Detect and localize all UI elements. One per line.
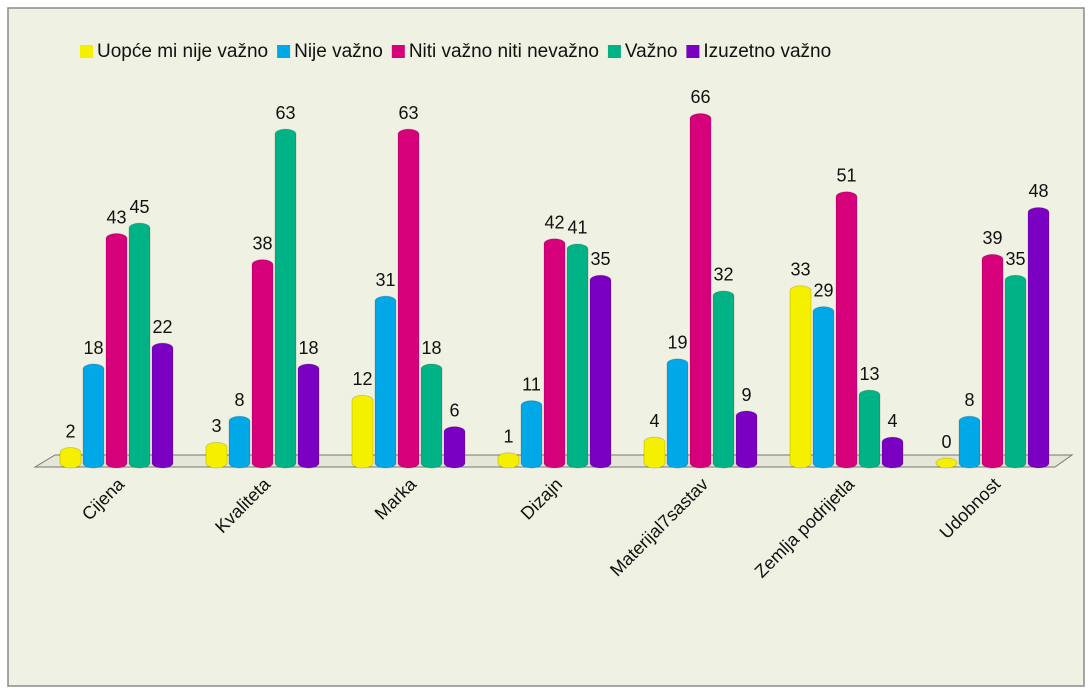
data-label: 4 (887, 411, 897, 431)
bar (981, 253, 1004, 469)
bar (151, 342, 174, 469)
data-label: 35 (1005, 249, 1025, 269)
bar (82, 363, 105, 469)
bar (589, 274, 612, 469)
data-label: 19 (667, 333, 687, 353)
data-label: 3 (211, 416, 221, 436)
bar (251, 259, 274, 469)
data-label: 11 (522, 374, 541, 394)
data-label: 6 (449, 400, 459, 420)
bar (789, 285, 812, 469)
data-label: 18 (83, 338, 103, 358)
data-label: 33 (790, 259, 810, 279)
bar (543, 238, 566, 469)
data-label: 41 (567, 218, 587, 238)
bar (228, 415, 251, 469)
data-label: 63 (275, 103, 295, 123)
data-label: 9 (741, 385, 751, 405)
bar (397, 128, 420, 469)
data-label: 51 (836, 166, 856, 186)
data-label: 0 (941, 432, 951, 452)
data-label: 22 (152, 317, 172, 337)
bar (443, 426, 466, 469)
legend-swatch (607, 45, 621, 58)
data-label: 2 (65, 421, 75, 441)
legend-swatch (277, 45, 291, 58)
bar (1004, 274, 1027, 469)
legend-label: Važno (625, 41, 677, 62)
data-label: 38 (252, 233, 272, 253)
bar (812, 306, 835, 469)
bar (689, 113, 712, 469)
bar (297, 363, 320, 469)
bar (858, 389, 881, 469)
data-label: 4 (649, 411, 659, 431)
bar (666, 358, 689, 469)
legend-label: Niti važno niti nevažno (409, 41, 599, 62)
data-label: 45 (129, 197, 149, 217)
data-label: 35 (590, 249, 610, 269)
data-label: 63 (398, 103, 418, 123)
legend-label: Izuzetno važno (703, 41, 831, 62)
legend-swatch (80, 45, 93, 58)
bar (643, 436, 666, 469)
legend-label: Nije važno (294, 41, 383, 62)
data-label: 32 (713, 265, 733, 285)
legend-label: Uopće mi nije važno (97, 41, 268, 62)
bar (59, 447, 82, 469)
data-label: 29 (813, 280, 833, 300)
bar (105, 233, 128, 469)
data-label: 31 (375, 270, 395, 290)
data-label: 13 (859, 364, 879, 384)
bar (351, 394, 374, 469)
bar (497, 452, 520, 469)
legend-swatch (686, 45, 700, 58)
data-label: 48 (1028, 181, 1048, 201)
bar (274, 128, 297, 469)
data-label: 8 (964, 390, 974, 410)
data-label: 43 (106, 207, 126, 227)
bar (128, 222, 151, 469)
bar (835, 191, 858, 469)
bar (712, 290, 735, 469)
data-label: 8 (234, 390, 244, 410)
data-label: 18 (421, 338, 441, 358)
data-label: 66 (690, 87, 710, 107)
bar (958, 415, 981, 469)
data-label: 12 (352, 369, 372, 389)
bar (205, 441, 228, 469)
bar (935, 457, 958, 469)
bar (1027, 206, 1050, 469)
bar (566, 243, 589, 469)
bar (520, 400, 543, 469)
legend-swatch (391, 45, 405, 58)
data-label: 1 (503, 427, 513, 447)
data-label: 39 (982, 228, 1002, 248)
data-label: 18 (298, 338, 318, 358)
bar (735, 410, 758, 469)
data-label: 42 (544, 213, 564, 233)
bar (881, 436, 904, 469)
bar (420, 363, 443, 469)
bar (374, 295, 397, 469)
